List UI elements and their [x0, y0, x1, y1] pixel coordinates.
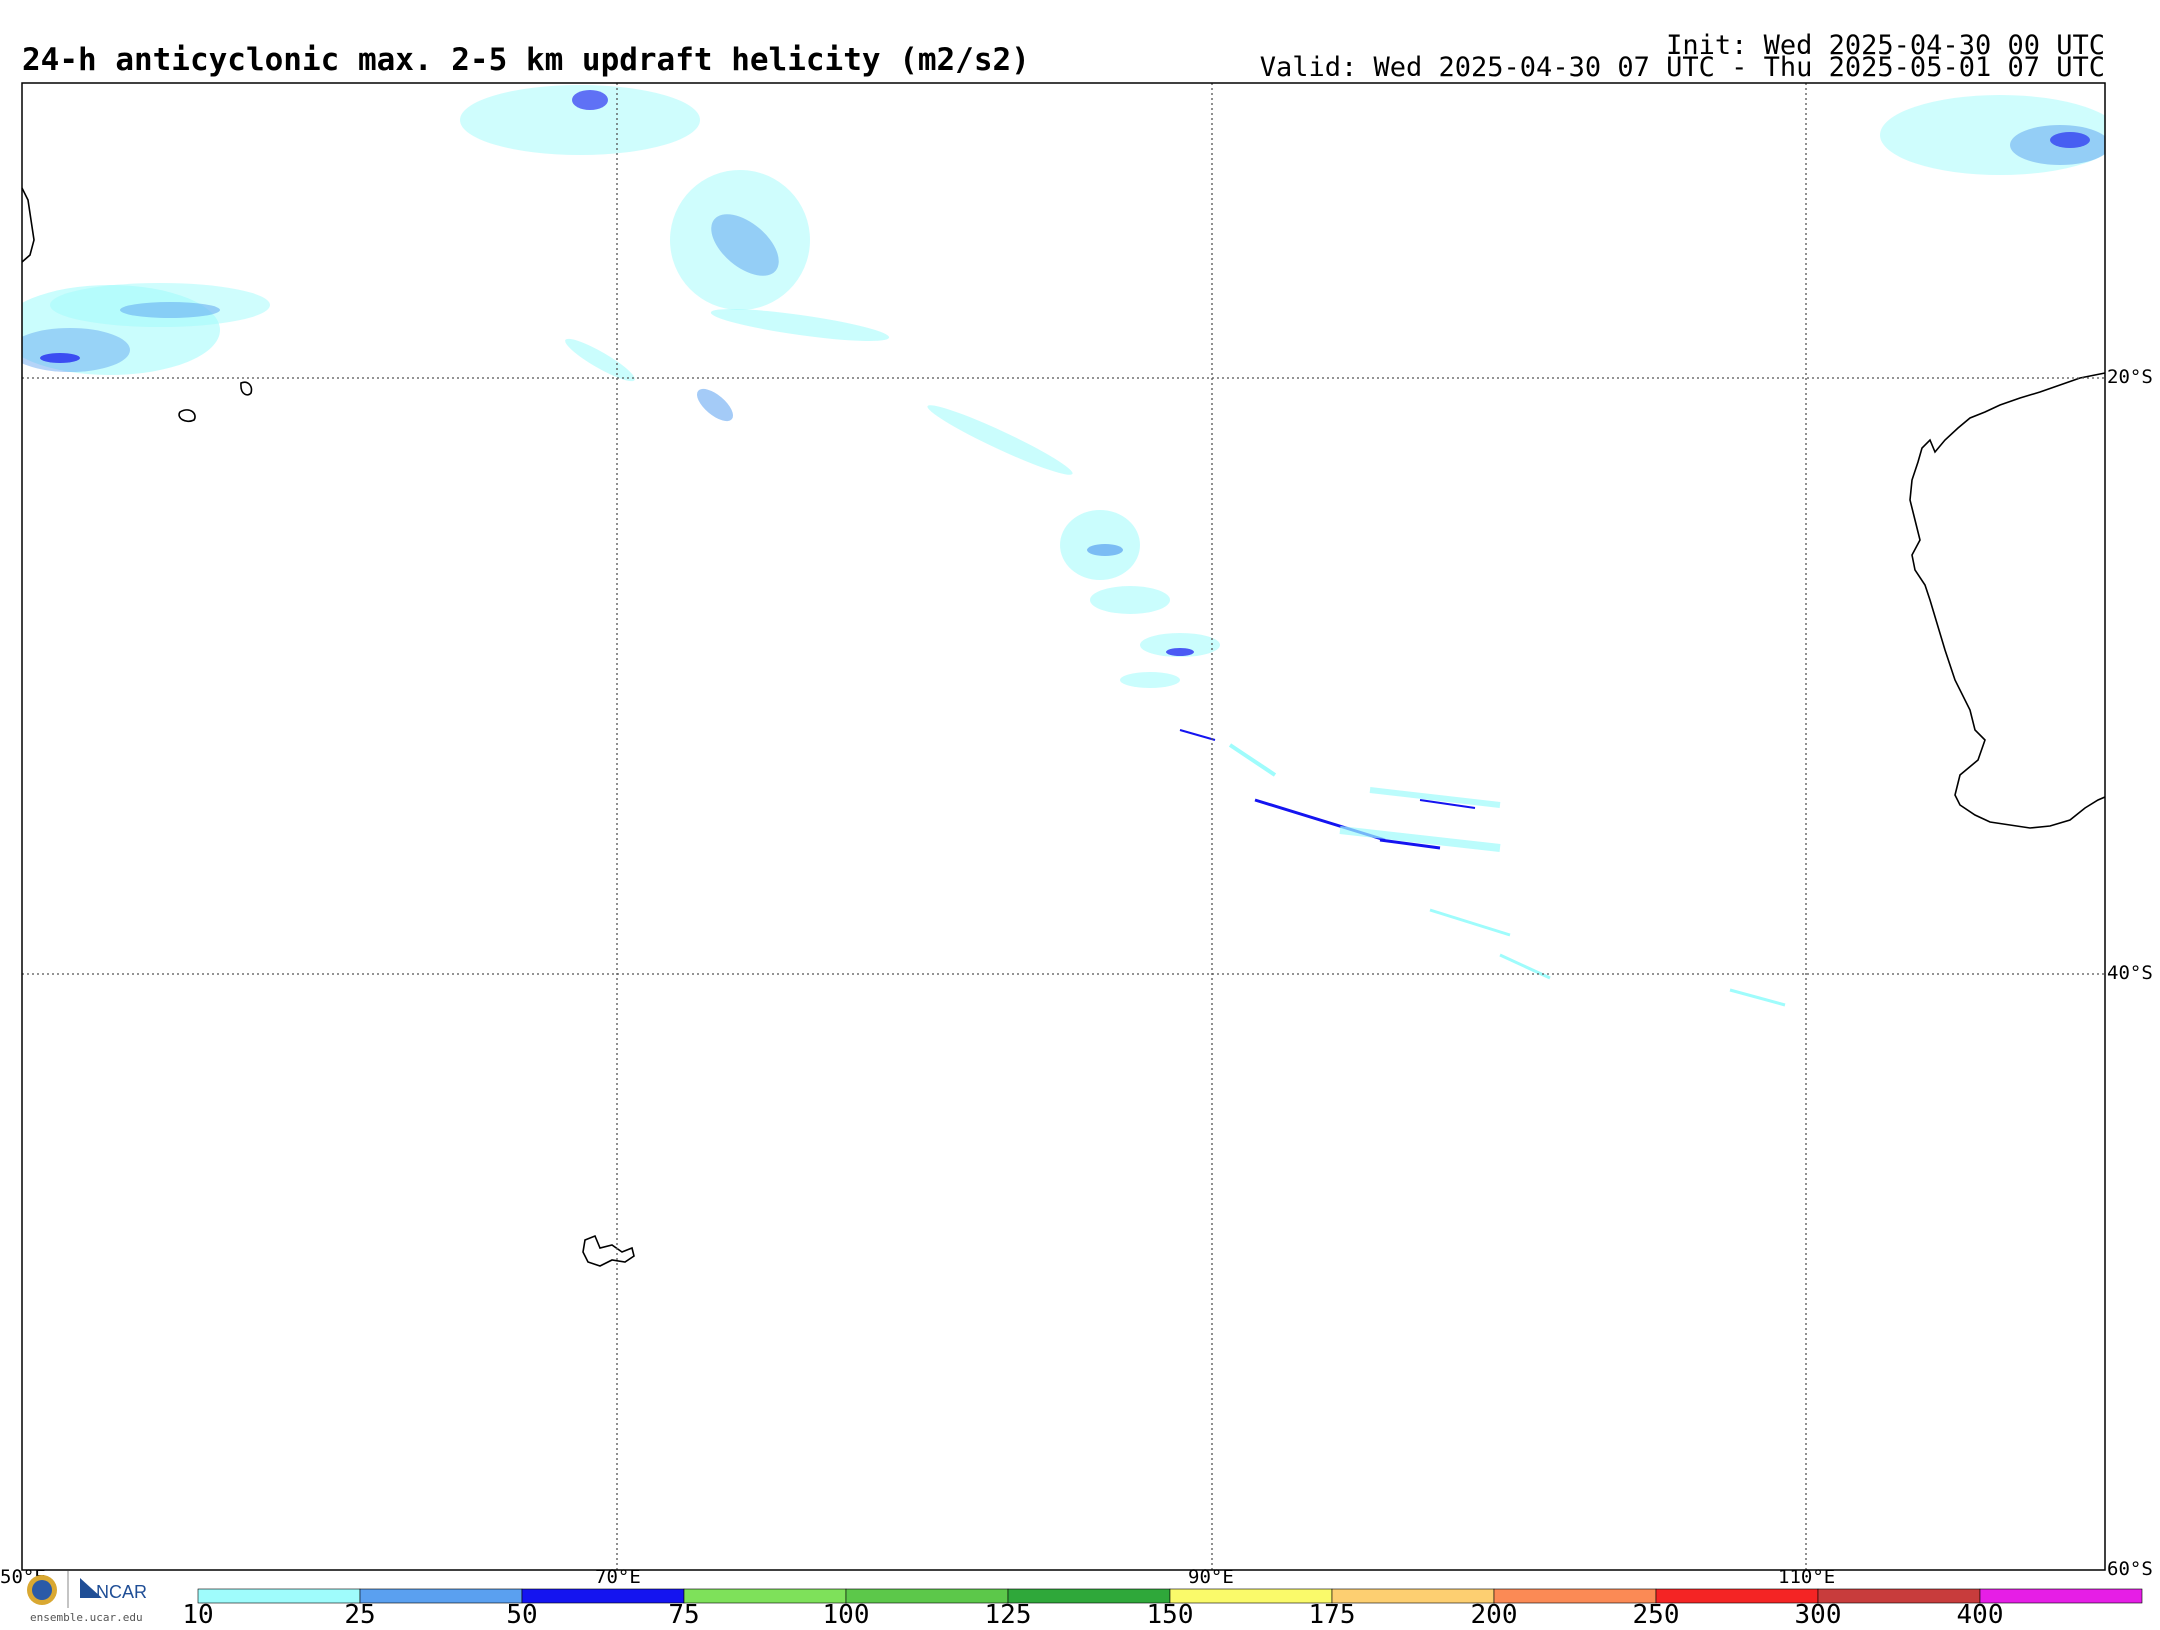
colorbar-swatch — [521, 1588, 685, 1604]
colorbar-label: 25 — [344, 1600, 376, 1630]
coastline-madagascar — [21, 187, 35, 263]
colorbar — [197, 1588, 2143, 1604]
colorbar-swatch — [197, 1588, 361, 1604]
init-time: Init: Wed 2025-04-30 00 UTC — [1666, 30, 2105, 61]
colorbar-label: 150 — [1146, 1600, 1194, 1630]
map-frame — [21, 82, 2106, 1571]
colorbar-label: 10 — [182, 1600, 214, 1630]
lon-label-110e: 110°E — [1778, 1566, 1836, 1588]
helicity-band-diagonal — [565, 338, 1786, 1007]
helicity-cluster-northeast — [1880, 95, 2105, 175]
colorbar-label: 300 — [1794, 1600, 1842, 1630]
nsf-ncar-logo: NCAR — [27, 1571, 147, 1608]
colorbar-label: 75 — [668, 1600, 700, 1630]
lon-label-90e: 90°E — [1188, 1566, 1234, 1588]
coastline-kerguelen — [582, 1234, 635, 1267]
colorbar-swatch — [359, 1588, 523, 1604]
logo-url: ensemble.ucar.edu — [30, 1611, 143, 1624]
coastline-mauritius — [240, 381, 253, 396]
colorbar-label: 175 — [1308, 1600, 1356, 1630]
colorbar-swatch — [1979, 1588, 2143, 1604]
lat-label-40s: 40°S — [2107, 962, 2153, 984]
coastline-reunion — [178, 409, 196, 423]
colorbar-label: 125 — [984, 1600, 1032, 1630]
colorbar-label: 50 — [506, 1600, 538, 1630]
ncar-logo-icon — [80, 1578, 102, 1598]
valid-time: Valid: Wed 2025-04-30 07 UTC - Thu 2025-… — [1259, 52, 2105, 83]
lat-label-20s: 20°S — [2107, 366, 2153, 388]
lon-label-70e: 70°E — [595, 1566, 641, 1588]
colorbar-label: 400 — [1956, 1600, 2004, 1630]
lat-label-60s: 60°S — [2107, 1558, 2153, 1580]
colorbar-label: 200 — [1470, 1600, 1518, 1630]
coastline-australia — [1909, 372, 2106, 829]
graticule — [22, 83, 2105, 1570]
colorbar-label: 100 — [822, 1600, 870, 1630]
map-title: 24-h anticyclonic max. 2-5 km updraft he… — [22, 42, 1030, 78]
coastlines — [21, 187, 2106, 1267]
colorbar-label: 250 — [1632, 1600, 1680, 1630]
helicity-field — [22, 85, 2105, 1007]
ncar-logo-text: NCAR — [96, 1582, 147, 1602]
helicity-cluster-north — [460, 85, 890, 341]
helicity-cluster-northwest — [22, 283, 270, 375]
